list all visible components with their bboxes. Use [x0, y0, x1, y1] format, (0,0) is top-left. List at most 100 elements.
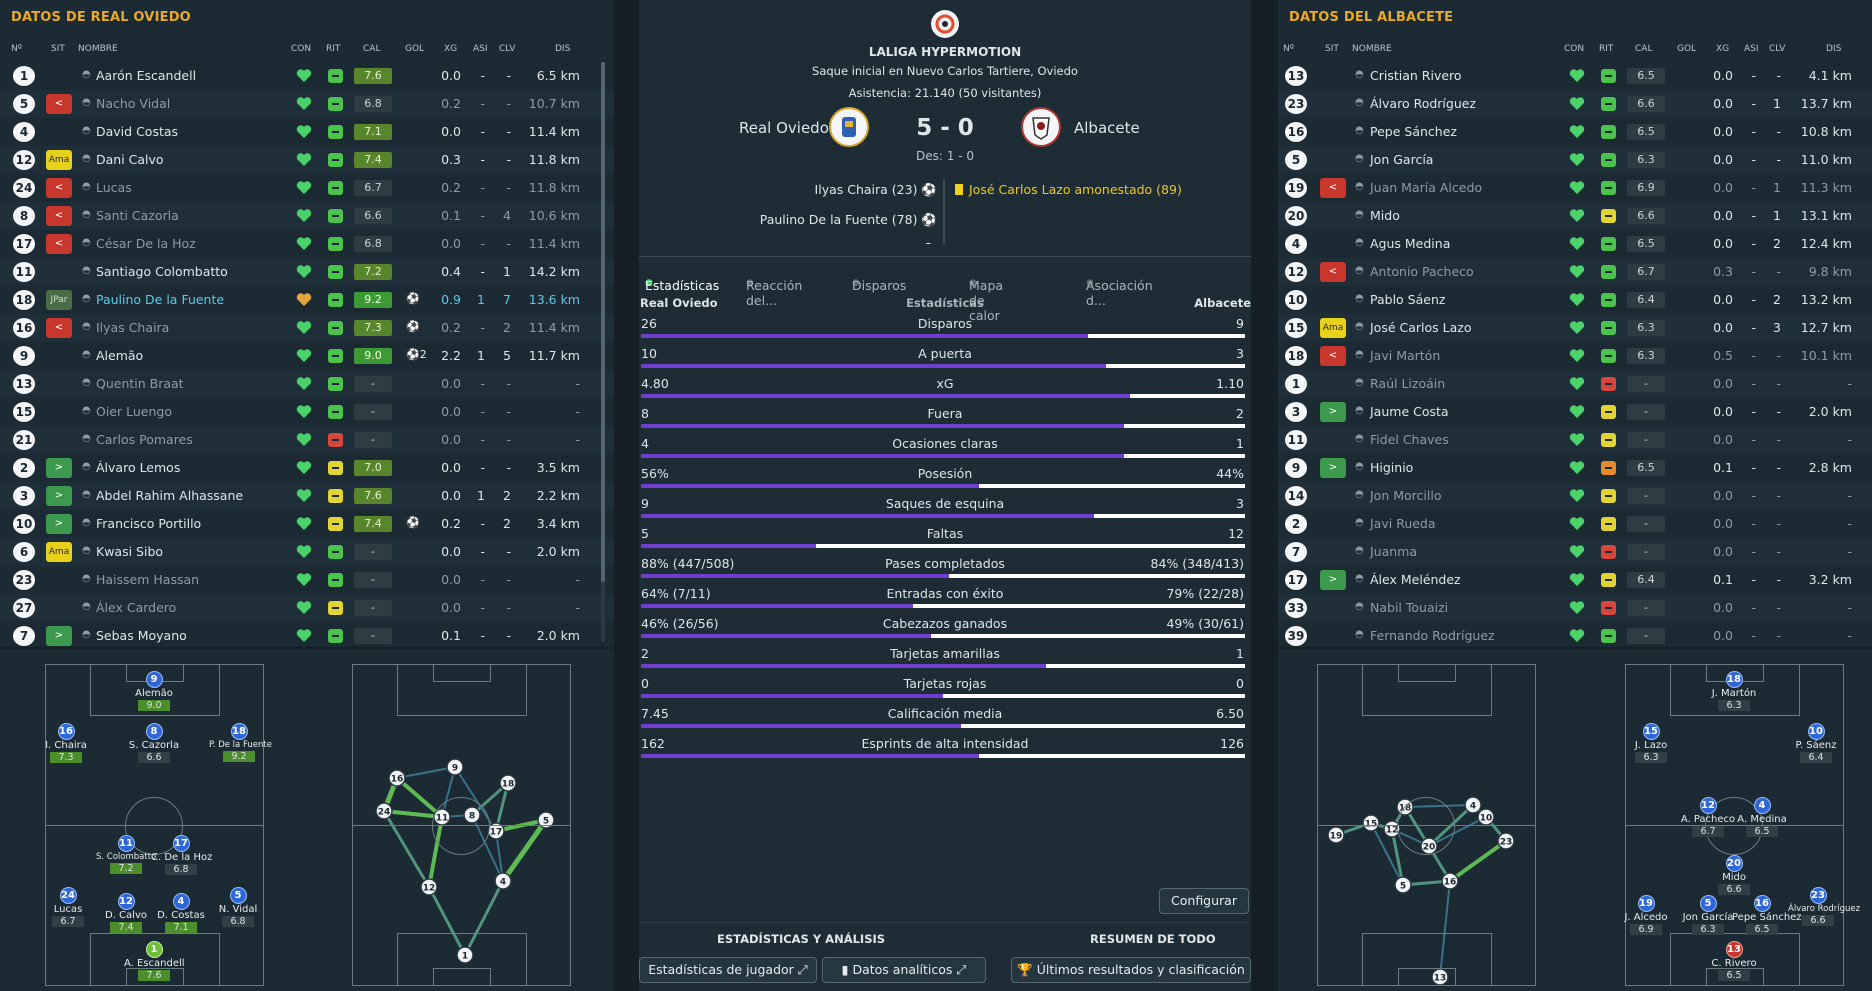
player-name[interactable]: Fidel Chaves: [1370, 432, 1449, 447]
player-row[interactable]: 5 ◓ Jon García 6.3 0.0 - - 11.0 km: [1278, 146, 1872, 174]
formation-player[interactable]: 5 Jon García 6.3: [1678, 895, 1738, 935]
player-name[interactable]: Santiago Colombatto: [96, 264, 228, 279]
player-row[interactable]: 9 ◓ Alemão 9.0 ⚽2 2.2 1 5 11.7 km: [0, 342, 614, 370]
network-node[interactable]: 5: [1394, 876, 1412, 894]
player-row[interactable]: 8 < ◓ Santi Cazorla 6.6 0.1 - 4 10.6 km: [0, 202, 614, 230]
player-name[interactable]: Paulino De la Fuente: [96, 292, 225, 307]
player-name[interactable]: Agus Medina: [1370, 236, 1451, 251]
player-name[interactable]: Higinio: [1370, 460, 1414, 475]
formation-player[interactable]: 11 S. Colombatto 7.2: [96, 835, 156, 874]
col-rit[interactable]: RIT: [326, 44, 341, 54]
player-name[interactable]: Antonio Pacheco: [1370, 264, 1474, 279]
col-dis[interactable]: DIS: [1826, 44, 1842, 54]
player-name[interactable]: Abdel Rahim Alhassane: [96, 488, 244, 503]
player-row[interactable]: 18 < ◓ Javi Martón 6.3 0.5 - - 10.1 km: [1278, 342, 1872, 370]
player-name[interactable]: Nacho Vidal: [96, 96, 171, 111]
configurar-button[interactable]: Configurar: [1159, 888, 1249, 914]
col-asi[interactable]: ASI: [1744, 44, 1759, 54]
formation-player[interactable]: 12 A. Pacheco 6.7: [1678, 797, 1738, 837]
player-row[interactable]: 7 > ◓ Sebas Moyano - 0.1 - - 2.0 km: [0, 622, 614, 650]
analytics-button[interactable]: ▮ Datos analíticos ⤢: [822, 957, 986, 983]
player-row[interactable]: 16 < ◓ Ilyas Chaira 7.3 ⚽ 0.2 - 2 11.4 km: [0, 314, 614, 342]
network-node[interactable]: 10: [1477, 808, 1495, 826]
player-name[interactable]: Haissem Hassan: [96, 572, 200, 587]
player-row[interactable]: 11 ◓ Santiago Colombatto 7.2 0.4 - 1 14.2 km: [0, 258, 614, 286]
player-row[interactable]: 10 > ◓ Francisco Portillo 7.4 ⚽ 0.2 - 2 3.4 km: [0, 510, 614, 538]
col-cal[interactable]: CAL: [1635, 44, 1653, 54]
formation-player[interactable]: 20 Mido 6.6: [1704, 855, 1764, 895]
player-row[interactable]: 15 Ama ◓ José Carlos Lazo 6.3 0.0 - 3 12.7 km: [1278, 314, 1872, 342]
formation-player[interactable]: 13 C. Rivero 6.5: [1704, 941, 1764, 981]
network-node[interactable]: 18: [499, 774, 517, 792]
formation-player[interactable]: 4 D. Costas 7.1: [151, 893, 211, 933]
formation-player[interactable]: 5 N. Vidal 6.8: [208, 887, 268, 927]
player-row[interactable]: 18 JPar ◓ Paulino De la Fuente 9.2 ⚽ 0.9 1 7 13.6…: [0, 286, 614, 314]
network-node[interactable]: 4: [1464, 796, 1482, 814]
home-crest[interactable]: [829, 107, 869, 147]
network-node[interactable]: 24: [375, 802, 393, 820]
player-row[interactable]: 19 < ◓ Juan María Alcedo 6.9 0.0 - 1 11.3 km: [1278, 174, 1872, 202]
player-row[interactable]: 9 > ◓ Higinio 6.5 0.1 - - 2.8 km: [1278, 454, 1872, 482]
formation-player[interactable]: 12 D. Calvo 7.4: [96, 893, 156, 933]
player-row[interactable]: 11 ◓ Fidel Chaves - 0.0 - - -: [1278, 426, 1872, 454]
player-row[interactable]: 1 ◓ Aarón Escandell 7.6 0.0 - - 6.5 km: [0, 62, 614, 90]
col-con[interactable]: CON: [1564, 44, 1585, 54]
col-clv[interactable]: CLV: [1769, 44, 1786, 54]
player-name[interactable]: César De la Hoz: [96, 236, 196, 251]
formation-player[interactable]: 23 Álvaro Rodríguez 6.6: [1788, 887, 1860, 926]
player-row[interactable]: 24 < ◓ Lucas 6.7 0.2 - - 11.8 km: [0, 174, 614, 202]
player-row[interactable]: 16 ◓ Pepe Sánchez 6.5 0.0 - - 10.8 km: [1278, 118, 1872, 146]
player-row[interactable]: 3 > ◓ Jaume Costa - 0.0 - - 2.0 km: [1278, 398, 1872, 426]
player-name[interactable]: Álvaro Rodríguez: [1370, 96, 1476, 111]
player-name[interactable]: Carlos Pomares: [96, 432, 193, 447]
player-row[interactable]: 21 ◓ Carlos Pomares - 0.0 - - -: [0, 426, 614, 454]
player-name[interactable]: Álex Cardero: [96, 600, 177, 615]
network-node[interactable]: 4: [494, 872, 512, 890]
network-node[interactable]: 1: [456, 946, 474, 964]
network-node[interactable]: 16: [1441, 872, 1459, 890]
away-team-name[interactable]: Albacete: [1074, 119, 1140, 137]
player-name[interactable]: Javi Martón: [1370, 348, 1441, 363]
player-name[interactable]: Jaume Costa: [1370, 404, 1449, 419]
player-row[interactable]: 10 ◓ Pablo Sáenz 6.4 0.0 - 2 13.2 km: [1278, 286, 1872, 314]
player-name[interactable]: José Carlos Lazo: [1370, 320, 1472, 335]
player-name[interactable]: Juanma: [1370, 544, 1418, 559]
player-row[interactable]: 2 > ◓ Álvaro Lemos 7.0 0.0 - - 3.5 km: [0, 454, 614, 482]
formation-player[interactable]: 10 P. Sáenz 6.4: [1786, 723, 1846, 763]
player-row[interactable]: 23 ◓ Haissem Hassan - 0.0 - - -: [0, 566, 614, 594]
player-stats-button[interactable]: Estadísticas de jugador ⤢: [639, 957, 817, 983]
col-sit[interactable]: SIT: [51, 44, 65, 54]
player-name[interactable]: Sebas Moyano: [96, 628, 187, 643]
player-name[interactable]: Fernando Rodríguez: [1370, 628, 1495, 643]
player-row[interactable]: 13 ◓ Quentin Braat - 0.0 - - -: [0, 370, 614, 398]
player-row[interactable]: 39 ◓ Fernando Rodríguez - 0.0 - - -: [1278, 622, 1872, 650]
formation-player[interactable]: 8 S. Cazorla 6.6: [124, 723, 184, 763]
player-name[interactable]: Jon García: [1370, 152, 1434, 167]
formation-player[interactable]: 1 A. Escandell 7.6: [124, 941, 185, 981]
formation-player[interactable]: 24 Lucas 6.7: [38, 887, 98, 927]
formation-player[interactable]: 17 C. De la Hoz 6.8: [151, 835, 212, 875]
col-gol[interactable]: GOL: [405, 44, 425, 54]
player-name[interactable]: Javi Rueda: [1370, 516, 1436, 531]
col-xg[interactable]: XG: [1716, 44, 1730, 54]
formation-player[interactable]: 16 I. Chaira 7.3: [36, 723, 96, 763]
player-row[interactable]: 33 ◓ Nabil Touaizi - 0.0 - - -: [1278, 594, 1872, 622]
col-nombre[interactable]: NOMBRE: [78, 44, 118, 54]
network-node[interactable]: 15: [1362, 814, 1380, 832]
col-con[interactable]: CON: [291, 44, 312, 54]
player-name[interactable]: David Costas: [96, 124, 179, 139]
col-cal[interactable]: CAL: [363, 44, 381, 54]
player-name[interactable]: Santi Cazorla: [96, 208, 179, 223]
col-rit[interactable]: RIT: [1599, 44, 1614, 54]
col-no[interactable]: Nº: [1283, 44, 1294, 54]
player-name[interactable]: Ilyas Chaira: [96, 320, 170, 335]
player-row[interactable]: 27 ◓ Álex Cardero - 0.0 - - -: [0, 594, 614, 622]
player-name[interactable]: Alemão: [96, 348, 144, 363]
network-node[interactable]: 9: [446, 758, 464, 776]
col-nombre[interactable]: NOMBRE: [1352, 44, 1392, 54]
player-row[interactable]: 6 Ama ◓ Kwasi Sibo - 0.0 - - 2.0 km: [0, 538, 614, 566]
col-dis[interactable]: DIS: [555, 44, 571, 54]
away-crest[interactable]: [1021, 107, 1061, 147]
col-sit[interactable]: SIT: [1325, 44, 1339, 54]
player-row[interactable]: 14 ◓ Jon Morcillo - 0.0 - - -: [1278, 482, 1872, 510]
